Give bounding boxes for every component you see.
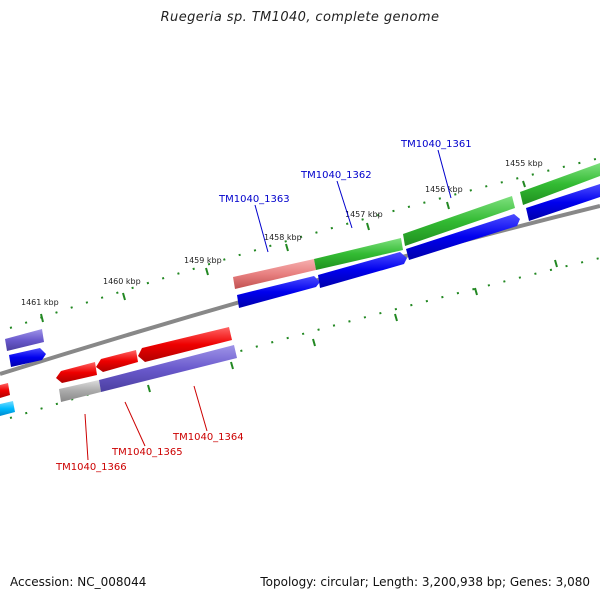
genome-summary-text: Topology: circular; Length: 3,200,938 bp… — [260, 575, 590, 589]
gene-green — [314, 238, 403, 270]
gene-label-tm1040-1365[interactable]: TM1040_1365 — [111, 447, 183, 458]
forward-genes-bottom — [9, 184, 600, 367]
forward-genes-top — [5, 163, 600, 351]
gene-blue — [526, 184, 600, 221]
gene-green — [403, 196, 515, 246]
gene-blue — [9, 348, 46, 367]
gene-red — [138, 327, 232, 362]
gene-blue — [237, 276, 320, 308]
leader-line — [254, 204, 269, 253]
reverse-genes-top — [0, 327, 232, 398]
reverse-genes-bottom — [0, 345, 237, 416]
leader-line — [193, 385, 208, 432]
tick-label: 1461 kbp — [21, 298, 59, 307]
inner-tick-ring — [9, 257, 600, 419]
gene-red — [0, 383, 10, 398]
gene-green — [520, 163, 600, 205]
gene-cyan — [0, 401, 15, 416]
leader-line — [124, 401, 146, 447]
gene-pink — [233, 259, 316, 289]
tick-label: 1460 kbp — [103, 277, 141, 286]
gene-gray — [59, 380, 101, 402]
major-ticks — [40, 180, 558, 393]
tick-label: 1459 kbp — [184, 256, 222, 265]
gene-label-tm1040-1366[interactable]: TM1040_1366 — [55, 462, 127, 473]
gene-red — [56, 362, 97, 383]
leader-line — [437, 149, 452, 199]
gene-purple — [5, 329, 44, 351]
tick-label: 1457 kbp — [345, 210, 383, 219]
tick-label: 1456 kbp — [425, 185, 463, 194]
gene-label-tm1040-1363[interactable]: TM1040_1363 — [218, 194, 290, 205]
map-title: Ruegeria sp. TM1040, complete genome — [160, 10, 440, 25]
leader-line — [336, 180, 353, 229]
gene-blue — [406, 214, 520, 260]
gene-label-tm1040-1364[interactable]: TM1040_1364 — [172, 432, 244, 443]
gene-red — [96, 350, 138, 372]
outer-tick-ring — [9, 157, 600, 329]
gene-purple — [99, 345, 237, 392]
tick-label: 1455 kbp — [505, 159, 543, 168]
gene-label-tm1040-1362[interactable]: TM1040_1362 — [300, 170, 372, 181]
leader-line — [84, 413, 89, 461]
gene-label-tm1040-1361[interactable]: TM1040_1361 — [400, 139, 472, 150]
tick-label: 1458 kbp — [264, 233, 302, 242]
gene-blue — [318, 252, 407, 288]
accession-text: Accession: NC_008044 — [10, 575, 147, 589]
